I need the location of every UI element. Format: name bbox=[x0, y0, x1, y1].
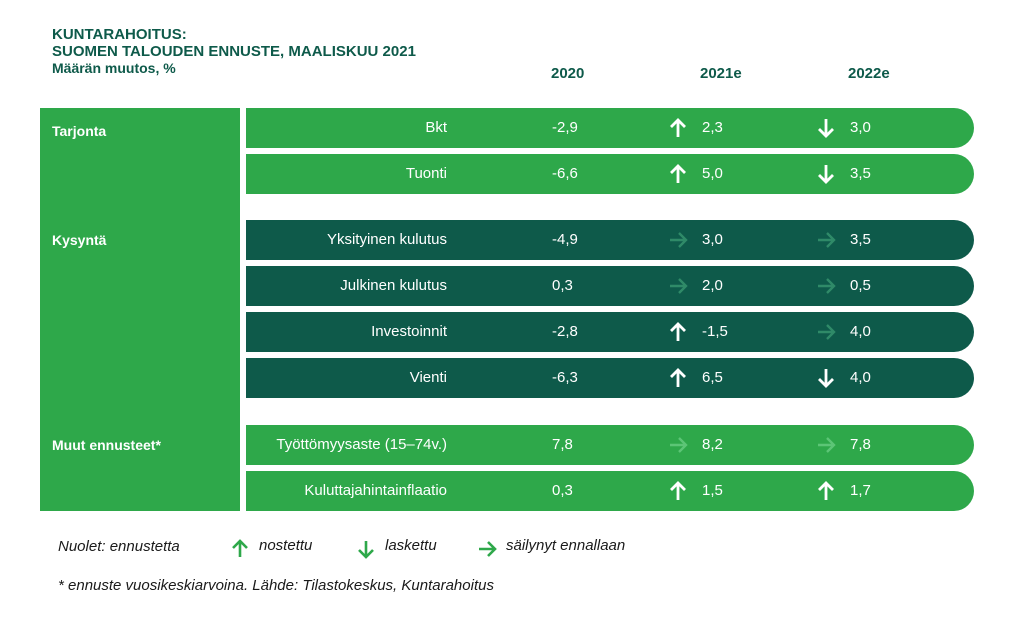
column-header-2020: 2020 bbox=[551, 65, 585, 82]
arrow-up-icon bbox=[667, 480, 689, 502]
chart-title: KUNTARAHOITUS: SUOMEN TALOUDEN ENNUSTE, … bbox=[52, 26, 416, 77]
value-2021e: -1,5 bbox=[702, 323, 728, 340]
row-label: Työttömyysaste (15–74v.) bbox=[276, 436, 447, 453]
value-2020: -4,9 bbox=[552, 231, 578, 248]
row-label: Julkinen kulutus bbox=[340, 277, 447, 294]
value-2020: 0,3 bbox=[552, 482, 573, 499]
legend-arrow-down-icon bbox=[355, 538, 377, 560]
group-panel bbox=[40, 108, 240, 511]
title-line-2: SUOMEN TALOUDEN ENNUSTE, MAALISKUU 2021 bbox=[52, 43, 416, 60]
legend-down-label: laskettu bbox=[385, 537, 437, 554]
arrow-right-icon bbox=[667, 229, 689, 251]
title-subtitle: Määrän muutos, % bbox=[52, 60, 176, 76]
value-2020: -6,6 bbox=[552, 165, 578, 182]
value-2020: 7,8 bbox=[552, 436, 573, 453]
row-label: Investoinnit bbox=[371, 323, 447, 340]
arrow-right-icon bbox=[815, 434, 837, 456]
value-2022e: 3,5 bbox=[850, 165, 871, 182]
table-row: Investoinnit -2,8 -1,5 4,0 bbox=[246, 312, 974, 352]
column-header-2022e: 2022e bbox=[848, 65, 890, 82]
legend-arrow-right-icon bbox=[476, 538, 498, 560]
value-2022e: 4,0 bbox=[850, 323, 871, 340]
row-label: Bkt bbox=[425, 119, 447, 136]
value-2022e: 0,5 bbox=[850, 277, 871, 294]
arrow-down-icon bbox=[815, 367, 837, 389]
arrow-up-icon bbox=[667, 321, 689, 343]
value-2021e: 8,2 bbox=[702, 436, 723, 453]
table-row: Tuonti -6,6 5,0 3,5 bbox=[246, 154, 974, 194]
footnote: * ennuste vuosikeskiarvoina. Lähde: Tila… bbox=[58, 577, 494, 594]
value-2022e: 3,5 bbox=[850, 231, 871, 248]
value-2022e: 1,7 bbox=[850, 482, 871, 499]
arrow-right-icon bbox=[667, 434, 689, 456]
arrow-right-icon bbox=[815, 321, 837, 343]
group-label-kysynta: Kysyntä bbox=[52, 232, 107, 248]
row-label: Yksityinen kulutus bbox=[326, 231, 447, 248]
column-header-2021e: 2021e bbox=[700, 65, 742, 82]
row-label: Kuluttajahintainflaatio bbox=[304, 482, 447, 499]
arrow-up-icon bbox=[667, 163, 689, 185]
table-row: Kuluttajahintainflaatio 0,3 1,5 1,7 bbox=[246, 471, 974, 511]
value-2021e: 6,5 bbox=[702, 369, 723, 386]
value-2021e: 1,5 bbox=[702, 482, 723, 499]
table-row: Työttömyysaste (15–74v.) 7,8 8,2 7,8 bbox=[246, 425, 974, 465]
arrow-up-icon bbox=[815, 480, 837, 502]
value-2020: -6,3 bbox=[552, 369, 578, 386]
arrow-up-icon bbox=[667, 367, 689, 389]
table-row: Yksityinen kulutus -4,9 3,0 3,5 bbox=[246, 220, 974, 260]
arrow-down-icon bbox=[815, 117, 837, 139]
row-label: Tuonti bbox=[405, 165, 447, 182]
legend-same-label: säilynyt ennallaan bbox=[506, 537, 626, 554]
title-line-1: KUNTARAHOITUS: bbox=[52, 26, 187, 43]
value-2021e: 2,0 bbox=[702, 277, 723, 294]
legend-prefix: Nuolet: ennustetta bbox=[58, 538, 180, 555]
arrow-down-icon bbox=[815, 163, 837, 185]
value-2021e: 5,0 bbox=[702, 165, 723, 182]
value-2022e: 3,0 bbox=[850, 119, 871, 136]
value-2020: -2,8 bbox=[552, 323, 578, 340]
value-2020: 0,3 bbox=[552, 277, 573, 294]
group-label-muut: Muut ennusteet* bbox=[52, 437, 161, 453]
arrow-right-icon bbox=[667, 275, 689, 297]
table-row: Vienti -6,3 6,5 4,0 bbox=[246, 358, 974, 398]
value-2020: -2,9 bbox=[552, 119, 578, 136]
table-row: Bkt -2,9 2,3 3,0 bbox=[246, 108, 974, 148]
group-label-tarjonta: Tarjonta bbox=[52, 123, 107, 139]
value-2022e: 4,0 bbox=[850, 369, 871, 386]
legend-up-label: nostettu bbox=[259, 537, 313, 554]
value-2021e: 2,3 bbox=[702, 119, 723, 136]
row-label: Vienti bbox=[409, 369, 447, 386]
arrow-right-icon bbox=[815, 229, 837, 251]
arrow-up-icon bbox=[667, 117, 689, 139]
legend-arrow-up-icon bbox=[229, 538, 251, 560]
value-2021e: 3,0 bbox=[702, 231, 723, 248]
arrow-right-icon bbox=[815, 275, 837, 297]
table-row: Julkinen kulutus 0,3 2,0 0,5 bbox=[246, 266, 974, 306]
value-2022e: 7,8 bbox=[850, 436, 871, 453]
